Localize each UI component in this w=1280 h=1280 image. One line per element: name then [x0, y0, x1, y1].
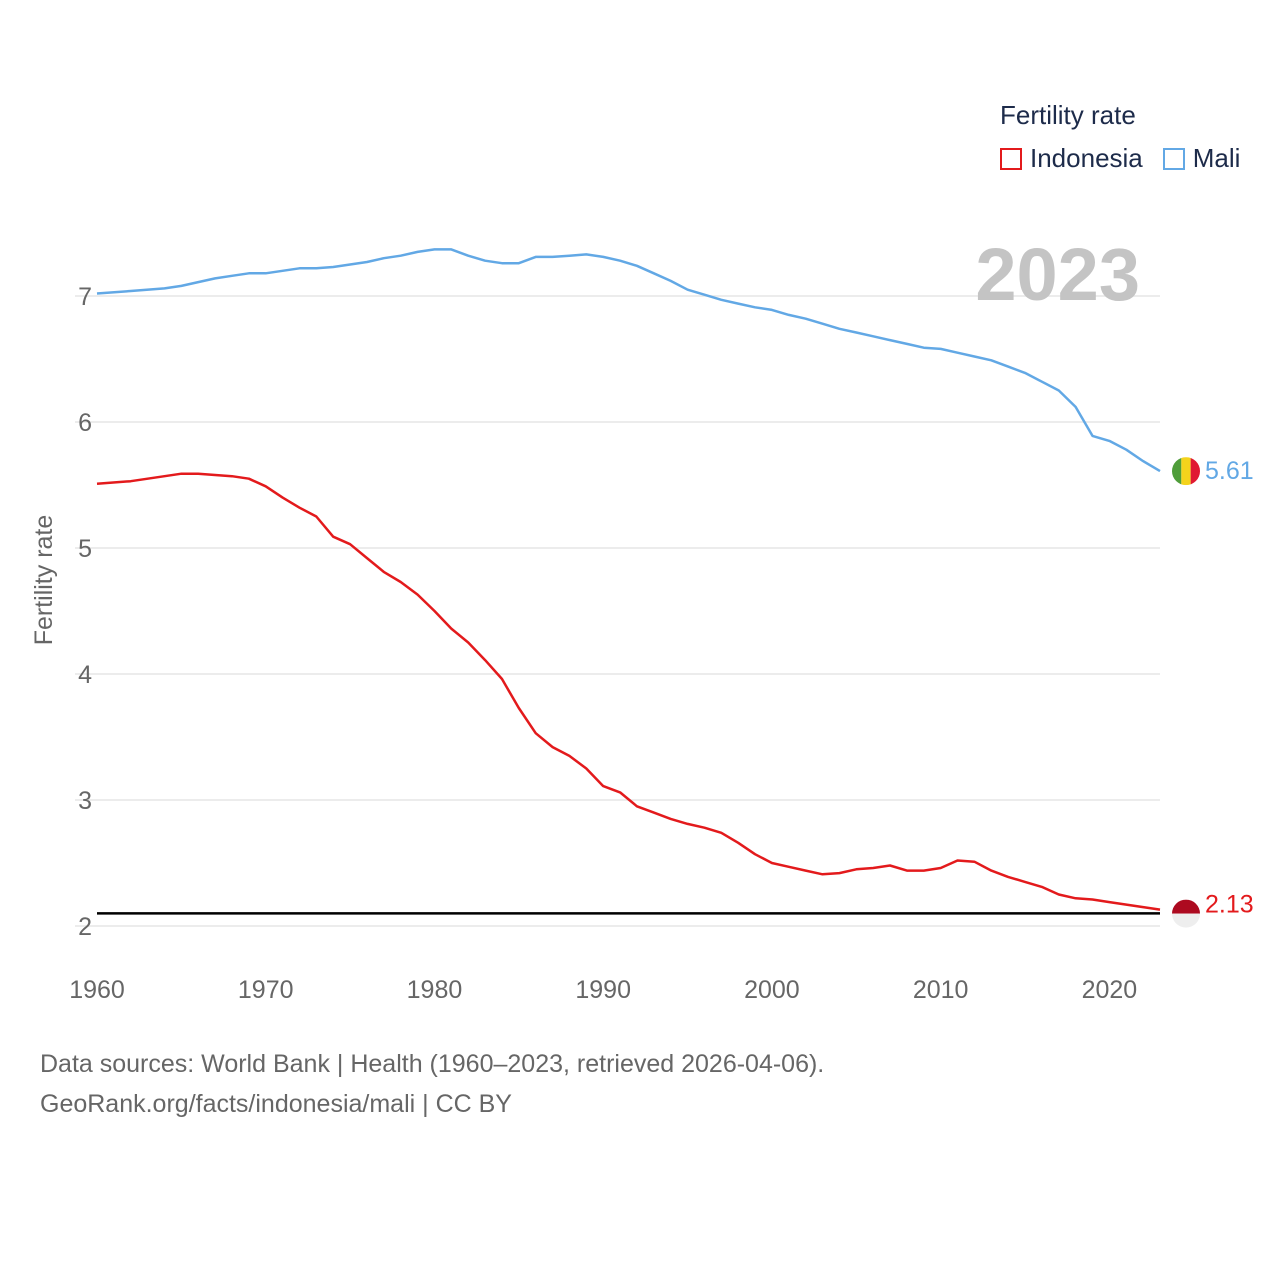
y-axis-ticks: 2 3 4 5 6 7 — [78, 283, 92, 941]
legend-label-mali: Mali — [1192, 143, 1241, 173]
footer: Data sources: World Bank | Health (1960–… — [40, 1044, 824, 1124]
legend-label-indonesia: Indonesia — [1030, 143, 1143, 173]
end-label-indonesia: 2.13 — [1205, 891, 1254, 919]
year-label: 2023 — [975, 233, 1140, 316]
y-tick-label: 7 — [78, 283, 92, 311]
attribution-link[interactable]: GeoRank.org/facts/indonesia/mali | CC BY — [40, 1090, 512, 1118]
y-tick-label: 2 — [78, 913, 92, 941]
x-tick-label: 2010 — [913, 976, 969, 1004]
y-tick-label: 6 — [78, 409, 92, 437]
mali-flag-icon — [1172, 457, 1200, 486]
legend-swatch-mali — [1162, 147, 1185, 170]
legend-item-indonesia[interactable]: Indonesia — [1000, 143, 1143, 174]
legend-item-mali[interactable]: Mali — [1162, 143, 1241, 174]
y-tick-label: 3 — [78, 787, 92, 815]
x-axis-ticks: 1960 1970 1980 1990 2000 2010 2020 — [69, 976, 1137, 1004]
x-tick-label: 1960 — [69, 976, 125, 1004]
legend: Fertility rate Indonesia Mali — [1000, 100, 1240, 174]
x-tick-label: 2020 — [1082, 976, 1138, 1004]
grid-lines — [75, 295, 1160, 927]
x-tick-label: 1980 — [407, 976, 463, 1004]
series-line-indonesia — [96, 472, 1161, 911]
legend-swatch-indonesia — [1000, 147, 1022, 170]
data-sources-text: Data sources: World Bank | Health (1960–… — [40, 1050, 825, 1078]
legend-title: Fertility rate — [1000, 100, 1136, 130]
y-tick-label: 4 — [78, 661, 92, 689]
series-line-mali — [96, 248, 1161, 473]
series-lines — [96, 248, 1161, 911]
indonesia-flag-icon — [1172, 899, 1200, 928]
x-tick-label: 1990 — [575, 976, 631, 1004]
y-tick-label: 5 — [78, 535, 92, 563]
end-label-mali: 5.61 — [1205, 457, 1254, 485]
x-tick-label: 2000 — [744, 976, 800, 1004]
y-axis-label: Fertility rate — [30, 515, 58, 646]
x-tick-label: 1970 — [238, 976, 294, 1004]
